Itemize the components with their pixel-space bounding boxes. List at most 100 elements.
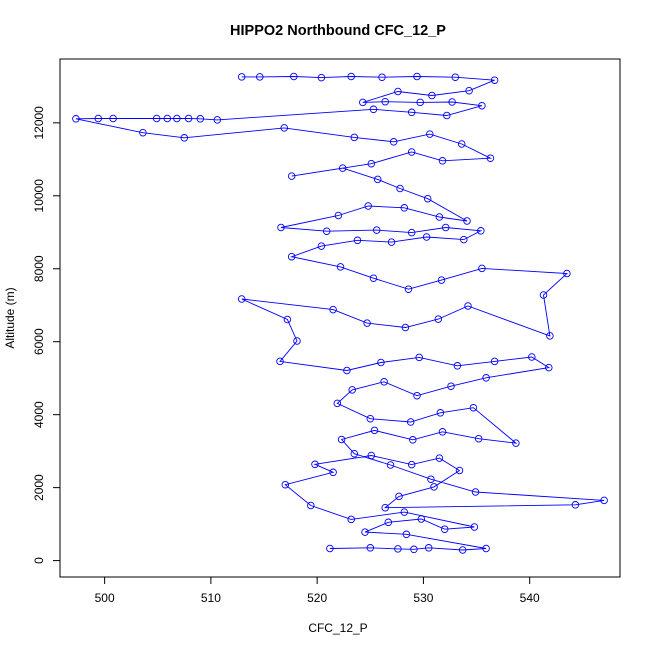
data-point (293, 337, 301, 345)
data-point (413, 72, 421, 81)
data-point (528, 353, 536, 361)
data-point (422, 233, 431, 241)
data-point (337, 435, 346, 444)
data-point (173, 114, 181, 123)
data-point (196, 115, 205, 123)
data-point (458, 546, 467, 554)
data-point (290, 72, 298, 81)
data-point (465, 86, 473, 95)
data-point (367, 451, 376, 460)
data-point (426, 130, 434, 138)
data-point (370, 426, 379, 435)
data-point (424, 544, 433, 552)
data-point (435, 454, 444, 462)
data-point (571, 501, 580, 509)
data-point (482, 544, 490, 553)
data-point (413, 391, 421, 400)
data-point (381, 97, 389, 106)
data-point (407, 460, 416, 469)
data-point (281, 480, 290, 489)
data-point (464, 302, 472, 310)
data-point (387, 238, 396, 246)
data-point (287, 172, 296, 180)
data-point (338, 164, 347, 172)
x-tick-label: 500 (95, 591, 115, 605)
data-point (384, 518, 393, 527)
data-point (329, 468, 337, 477)
data-point (94, 114, 103, 123)
data-point (353, 236, 362, 245)
data-point (373, 175, 382, 184)
data-point (455, 466, 464, 475)
data-point (470, 523, 479, 531)
data-point (277, 223, 285, 232)
data-point (471, 488, 480, 496)
data-point (469, 403, 478, 412)
data-point (363, 319, 371, 327)
data-point (350, 449, 359, 458)
data-point (184, 114, 193, 123)
data-series (72, 72, 608, 554)
data-point (307, 501, 315, 510)
data-point (336, 263, 345, 271)
data-point (478, 101, 486, 110)
data-point (417, 515, 426, 523)
data-point (440, 525, 449, 533)
data-point (401, 323, 410, 332)
data-point (436, 409, 445, 417)
data-point (333, 399, 342, 408)
data-point (311, 460, 319, 469)
data-point (213, 116, 222, 124)
data-point (237, 73, 246, 81)
y-axis: 0 2000 4000 6000 8000 10000 12000 (32, 106, 61, 564)
x-tick-label: 520 (307, 591, 327, 605)
data-point (416, 98, 424, 107)
data-point (478, 264, 486, 273)
x-tick-label: 510 (201, 591, 221, 605)
y-tick-label: 0 (32, 557, 46, 564)
data-point (438, 428, 447, 436)
data-point (72, 115, 80, 123)
data-point (407, 108, 416, 117)
data-point (369, 105, 378, 114)
data-point (600, 496, 608, 505)
data-point (490, 76, 499, 84)
data-point (409, 436, 417, 444)
data-point (437, 276, 446, 284)
y-tick-label: 4000 (32, 401, 46, 428)
data-point (407, 228, 416, 237)
data-point (350, 133, 359, 142)
series-line (75, 76, 605, 551)
data-point (563, 269, 571, 278)
data-point (322, 227, 331, 235)
data-point (395, 492, 403, 501)
data-point (372, 226, 381, 234)
data-point (109, 114, 117, 123)
data-point (317, 73, 326, 82)
data-point (276, 357, 284, 366)
y-tick-label: 2000 (32, 474, 46, 501)
data-point (367, 159, 376, 168)
data-point (402, 530, 411, 539)
data-point (400, 204, 409, 212)
data-point (448, 98, 456, 106)
data-point (366, 544, 375, 552)
data-point (256, 73, 264, 81)
chart-title: HIPPO2 Northbound CFC_12_P (230, 23, 446, 39)
data-point (460, 235, 468, 244)
data-point (163, 114, 172, 123)
y-tick-label: 8000 (32, 255, 46, 282)
data-point (451, 73, 460, 81)
data-point (237, 295, 246, 303)
y-tick-label: 10000 (32, 179, 46, 213)
data-point (152, 114, 161, 123)
data-point (400, 508, 409, 516)
data-point (381, 503, 389, 512)
data-point (463, 217, 471, 225)
y-tick-label: 12000 (32, 106, 46, 140)
data-point (404, 285, 413, 293)
data-point (482, 374, 490, 382)
data-point (361, 528, 369, 536)
data-point (317, 242, 326, 250)
